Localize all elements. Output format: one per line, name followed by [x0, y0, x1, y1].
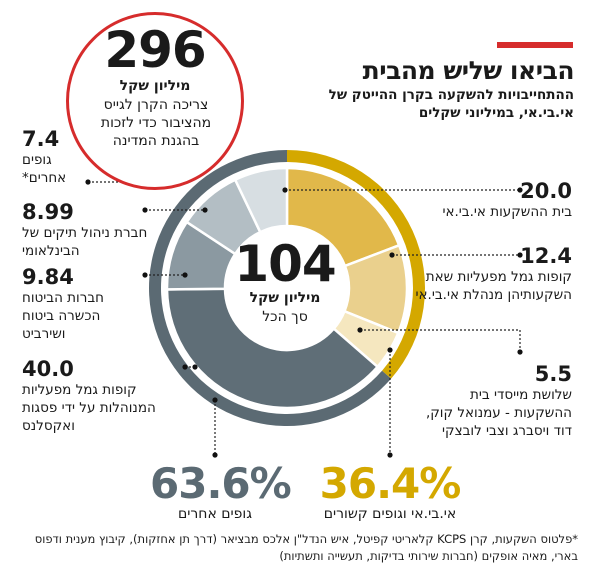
leader-dot	[142, 207, 148, 213]
accent-bar	[497, 42, 573, 48]
chart-title: הביאו שליש מהבית	[362, 56, 575, 85]
group-arc	[149, 150, 392, 426]
slice-name: קופות גמל מפעליות שאת השקעותיהן מנהלת אי…	[415, 269, 573, 303]
slice-value: 5.5	[534, 362, 572, 386]
slice-name: גופים אחרים*	[22, 152, 67, 186]
leader-dot	[182, 272, 188, 278]
group-pct: 63.6%	[150, 459, 292, 508]
slice-value: 8.99	[22, 200, 74, 224]
slice-value: 40.0	[22, 357, 74, 381]
fundraising-target-value: 296	[104, 21, 206, 79]
leader-dot	[389, 252, 395, 258]
footnote: *פלטוס השקעות, קרן KCPS קלאריטי קפיטל, א…	[34, 532, 578, 563]
leader-dot	[212, 397, 218, 403]
group-arc	[287, 150, 425, 379]
leader-dot	[387, 452, 393, 458]
group-label: גופים אחרים	[177, 506, 253, 522]
slice-name: חברת ניהול תיקים של הבינלאומי	[22, 225, 148, 259]
slice-label-ibi-house: 20.0 בית ההשקעות אי.בי.אי	[372, 179, 572, 221]
group-ring	[149, 150, 425, 426]
slice-name: קופות גמל מפעליות המנוהלות על ידי פסגות …	[22, 382, 156, 434]
slice-value: 20.0	[520, 179, 572, 203]
leader-dot	[517, 252, 523, 258]
slice-label-psagot-excellence: 40.0 קופות גמל מפעליות המנוהלות על ידי פ…	[22, 357, 192, 435]
fundraising-target-unit: מיליון שקל	[119, 78, 191, 94]
group-pct: 36.4%	[319, 459, 462, 508]
slice-name: בית ההשקעות אי.בי.אי	[442, 204, 572, 220]
leader-dot	[182, 364, 188, 370]
leader-dot	[282, 187, 288, 193]
leader-dot	[212, 452, 218, 458]
leader-dot	[357, 327, 363, 333]
leader-dot	[517, 349, 523, 355]
slice-name: שלושת מייסדי בית ההשקעות - עמנואל קוק, ד…	[425, 387, 572, 439]
group-label: אי.בי.אי וגופים קשורים	[323, 506, 457, 522]
total-value: 104	[234, 235, 336, 293]
slice-value: 12.4	[520, 244, 572, 268]
slice-value: 9.84	[22, 265, 74, 289]
group-total-ibi: 36.4% אי.בי.אי וגופים קשורים	[310, 459, 470, 523]
slice-label-founders: 5.5 שלושת מייסדי בית ההשקעות - עמנואל קו…	[422, 362, 572, 440]
slice-label-insurance: 9.84 חברות הביטוח הכשרה ביטוח ושירביט	[22, 265, 172, 343]
leader-dot	[85, 179, 91, 185]
chart-subtitle: ההתחייבויות להשקעה בקרן ההייטק של אי.בי.…	[328, 87, 574, 121]
slice-name: חברות הביטוח הכשרה ביטוח ושירביט	[22, 290, 104, 342]
total-label: סך הכל	[262, 309, 308, 325]
slice-ring	[165, 166, 409, 410]
slice-value: 7.4	[22, 127, 60, 151]
donut-slice	[233, 166, 289, 234]
slice-label-ibi-provident: 12.4 קופות גמל מפעליות שאת השקעותיהן מנה…	[412, 244, 573, 304]
fundraising-target-description: צריכה הקרן לגייס מהציבור כדי לזכות בהגנת…	[100, 97, 212, 149]
leader-dot	[142, 272, 148, 278]
fundraising-target-circle	[66, 12, 244, 190]
leader-dot	[192, 364, 198, 370]
leader-dot	[202, 207, 208, 213]
donut-slice	[165, 287, 380, 410]
leader-dot	[517, 187, 523, 193]
group-total-others: 63.6% גופים אחרים	[150, 459, 292, 523]
slice-label-other-bodies: 7.4 גופים אחרים*	[22, 127, 122, 187]
total-unit: מיליון שקל	[249, 290, 321, 306]
leader-line	[360, 329, 521, 352]
slice-label-bank-portfolio: 8.99 חברת ניהול תיקים של הבינלאומי	[22, 200, 172, 260]
leader-dot	[387, 347, 393, 353]
